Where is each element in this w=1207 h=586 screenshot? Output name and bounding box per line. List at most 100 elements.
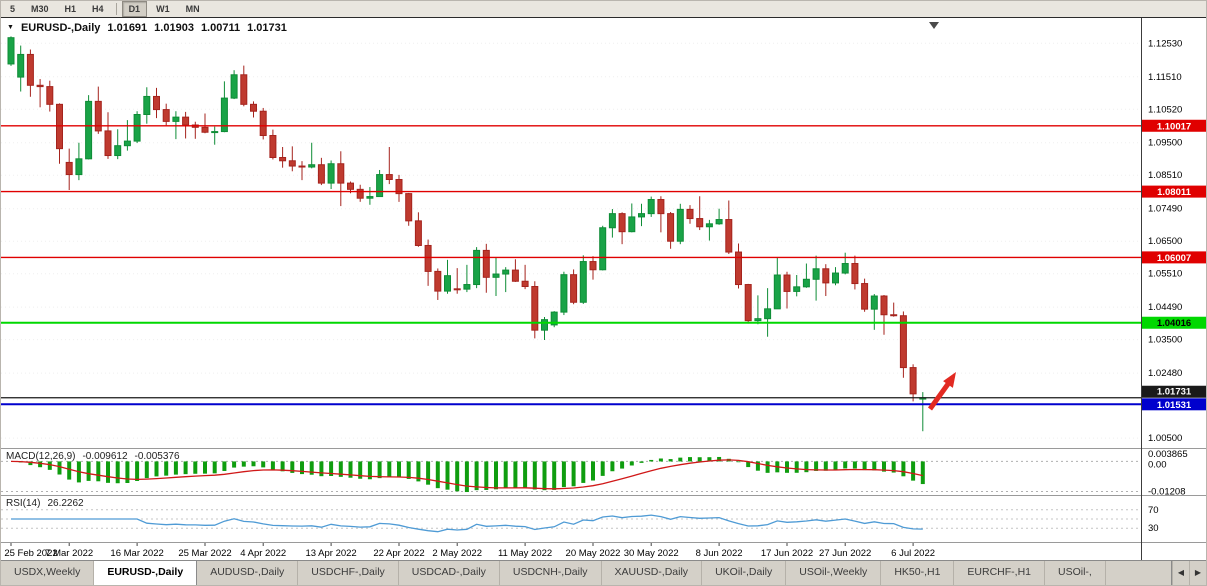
svg-text:1.00500: 1.00500 [1148,433,1182,444]
panel-separator-macd[interactable] [1,448,1206,449]
symbol-title: EURUSD-,Daily [20,22,101,34]
svg-text:1.02480: 1.02480 [1148,368,1182,379]
chart-tab-eurchf-h1[interactable]: EURCHF-,H1 [954,561,1046,585]
chart-tab-audusd-daily[interactable]: AUDUSD-,Daily [197,561,299,585]
tab-scroll-right-button[interactable]: ▶ [1189,561,1206,585]
svg-text:0.00: 0.00 [1148,459,1167,470]
window-tabbar: USDX,Weekly EURUSD-,Daily AUDUSD-,Daily USD… [1,560,1206,585]
svg-text:1.01731: 1.01731 [1157,387,1192,398]
svg-text:27 Jun 2022: 27 Jun 2022 [819,548,871,559]
trend-arrow-annotation [927,372,956,411]
svg-text:1.06007: 1.06007 [1157,253,1191,264]
current-price-badge [1142,385,1206,398]
chart-tab-usdx-weekly[interactable]: USDX,Weekly [1,561,95,585]
chart-tab-eurusd-daily[interactable]: EURUSD-,Daily [94,561,198,585]
svg-text:1.03500: 1.03500 [1148,335,1182,346]
rsi-value: 26.2262 [47,498,84,509]
timeframe-button-w1[interactable]: W1 [156,4,170,14]
timeframe-button-h4[interactable]: H4 [92,4,104,14]
ohlc-high: 1.01903 [154,22,194,34]
ohlc-open: 1.01691 [107,22,148,34]
tab-scroll-left-button[interactable]: ◀ [1172,561,1189,585]
rsi-panel-canvas[interactable]: 70 30 [1,496,1207,542]
timeframe-button-m30[interactable]: M30 [31,4,49,14]
main-chart-canvas[interactable]: 1.12530 1.11510 1.10520 1.09500 1.08510 1.074… [1,18,1207,448]
chart-tab-usdchf-daily[interactable]: USDCHF-,Daily [298,561,399,585]
chart-tab-usoil[interactable]: USOil-, [1045,561,1106,585]
rsi-label: RSI(14) 26.2262 [6,498,84,509]
svg-text:13 Apr 2022: 13 Apr 2022 [305,548,356,559]
chart-tab-usdcnh-daily[interactable]: USDCNH-,Daily [499,561,602,585]
macd-histogram [18,456,925,493]
chart-tab-hk50-h1[interactable]: HK50-,H1 [881,561,955,585]
svg-text:30: 30 [1148,523,1159,534]
macd-panel: 0.003865 0.00 -0.01208 MACD(12,26,9) -0.00… [1,449,1207,495]
svg-text:1.11510: 1.11510 [1148,72,1182,83]
svg-text:1.04490: 1.04490 [1148,302,1182,313]
macd-signal-line [10,459,923,490]
symbol-dropdown-icon[interactable]: ▼ [7,24,14,31]
svg-text:1.06500: 1.06500 [1148,236,1182,247]
svg-text:1.04016: 1.04016 [1157,318,1191,329]
rsi-panel: 70 30 RSI(14) 26.2262 [1,496,1207,542]
svg-text:6 Jul 2022: 6 Jul 2022 [891,548,935,559]
macd-label: MACD(12,26,9) -0.009612 -0.005376 [6,451,180,462]
chart-title: ▼ EURUSD-,Daily 1.01691 1.01903 1.00711 … [7,22,287,34]
ohlc-low: 1.00711 [200,22,241,34]
hline-price-badge [1142,185,1206,198]
timeframe-button-h1[interactable]: H1 [64,4,77,14]
macd-main-value: -0.009612 [82,451,128,462]
svg-text:1.08510: 1.08510 [1148,170,1182,181]
svg-text:1.12530: 1.12530 [1148,38,1182,49]
svg-text:2 May 2022: 2 May 2022 [432,548,482,559]
hline-price-badge [1142,398,1206,411]
ohlc-close: 1.01731 [247,22,287,34]
svg-text:0.003865: 0.003865 [1148,449,1188,460]
timeframe-toolbar: 5 M30 H1 H4 D1 W1 MN [1,1,1206,18]
timeframe-buttons: 5 M30 H1 H4 D1 W1 MN [2,1,208,17]
svg-text:16 Mar 2022: 16 Mar 2022 [110,548,163,559]
svg-text:1.10017: 1.10017 [1157,121,1191,132]
svg-text:22 Apr 2022: 22 Apr 2022 [373,548,424,559]
chart-shift-marker [929,22,939,29]
svg-text:25 Mar 2022: 25 Mar 2022 [178,548,231,559]
chart-tabs: USDX,Weekly EURUSD-,Daily AUDUSD-,Daily USD… [1,561,1171,585]
panel-separator-rsi[interactable] [1,495,1206,496]
svg-text:20 May 2022: 20 May 2022 [566,548,621,559]
price-axis-separator [1141,18,1142,562]
svg-text:8 Jun 2022: 8 Jun 2022 [696,548,743,559]
chart-tab-xauusd-daily[interactable]: XAUUSD-,Daily [601,561,703,585]
price-grid [1,42,1141,439]
chart-tab-usoil-weekly[interactable]: USOil-,Weekly [786,561,882,585]
svg-text:11 May 2022: 11 May 2022 [498,548,552,559]
svg-text:70: 70 [1148,505,1159,516]
macd-indicator-name: MACD(12,26,9) [6,451,76,462]
svg-text:30 May 2022: 30 May 2022 [624,548,679,559]
svg-text:-0.01208: -0.01208 [1148,486,1186,495]
svg-text:1.07490: 1.07490 [1148,204,1182,215]
timeframe-button-5[interactable]: 5 [10,4,16,14]
chart-tab-usdcad-daily[interactable]: USDCAD-,Daily [398,561,500,585]
tab-scroll-controls: ◀ ▶ [1171,561,1206,585]
svg-text:25 Feb 2022: 25 Feb 2022 [4,548,57,559]
hline-price-badge [1142,316,1206,329]
svg-text:4 Apr 2022: 4 Apr 2022 [240,548,286,559]
rsi-indicator-name: RSI(14) [6,498,41,509]
svg-text:1.09500: 1.09500 [1148,138,1182,149]
time-axis-panel: 25 Feb 2022 7 Mar 2022 16 Mar 2022 25 Mar 2… [1,543,1207,562]
svg-text:1.01531: 1.01531 [1157,400,1192,411]
macd-signal-value: -0.005376 [134,451,180,462]
chart-tab-ukoil-daily[interactable]: UKOil-,Daily [702,561,787,585]
svg-text:7 Mar 2022: 7 Mar 2022 [45,548,93,559]
svg-text:1.08011: 1.08011 [1157,187,1192,198]
hline-price-badge [1142,119,1206,132]
timeframe-button-d1[interactable]: D1 [121,1,148,17]
svg-text:17 Jun 2022: 17 Jun 2022 [761,548,813,559]
timeframe-button-mn[interactable]: MN [185,4,200,14]
toolbar-separator [115,3,117,15]
main-chart-panel: 1.12530 1.11510 1.10520 1.09500 1.08510 1.074… [1,18,1207,448]
panel-separator-dates [1,542,1206,543]
